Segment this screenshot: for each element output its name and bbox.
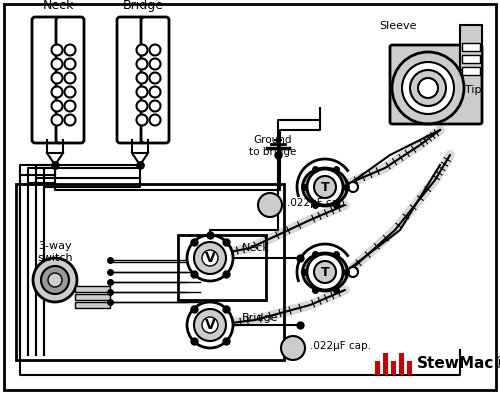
Circle shape (48, 273, 62, 287)
Circle shape (64, 100, 76, 112)
Text: T: T (320, 180, 330, 193)
Circle shape (136, 100, 147, 112)
Circle shape (52, 115, 62, 126)
Circle shape (314, 176, 336, 198)
Circle shape (187, 235, 233, 281)
Bar (178, 235, 266, 300)
Bar (75, 302, 110, 308)
Circle shape (307, 169, 343, 205)
Circle shape (41, 266, 69, 294)
Circle shape (52, 100, 62, 112)
Circle shape (194, 242, 226, 274)
Circle shape (194, 309, 226, 341)
Text: .022μF cap.: .022μF cap. (310, 341, 371, 351)
Circle shape (136, 58, 147, 69)
Circle shape (64, 87, 76, 97)
Text: V: V (204, 251, 216, 265)
FancyBboxPatch shape (32, 17, 60, 143)
Text: V: V (204, 318, 216, 332)
Text: StewMac®: StewMac® (417, 357, 500, 372)
Circle shape (52, 87, 62, 97)
Circle shape (52, 58, 62, 69)
Bar (16, 184, 284, 360)
Circle shape (136, 45, 147, 56)
Circle shape (258, 193, 282, 217)
Bar (399, 353, 404, 375)
Circle shape (64, 45, 76, 56)
Circle shape (52, 72, 62, 84)
Text: T: T (320, 266, 330, 279)
Circle shape (64, 58, 76, 69)
Circle shape (348, 267, 358, 277)
Circle shape (314, 261, 336, 283)
Text: Bridge: Bridge (242, 313, 279, 323)
Circle shape (64, 72, 76, 84)
Circle shape (348, 182, 358, 192)
Bar (375, 361, 380, 375)
Circle shape (281, 336, 305, 360)
Text: Bridge: Bridge (122, 0, 164, 12)
Ellipse shape (302, 253, 348, 291)
Bar (391, 361, 396, 375)
Text: Tip: Tip (465, 85, 481, 95)
Bar (462, 67, 480, 75)
Text: .022μF cap.: .022μF cap. (287, 198, 348, 208)
Circle shape (150, 100, 160, 112)
Circle shape (52, 45, 62, 56)
Ellipse shape (302, 168, 348, 206)
Circle shape (33, 258, 77, 302)
Circle shape (136, 115, 147, 126)
Circle shape (202, 250, 218, 266)
Circle shape (307, 254, 343, 290)
Circle shape (410, 70, 446, 106)
Bar (75, 294, 110, 300)
Bar (462, 43, 480, 51)
Circle shape (136, 87, 147, 97)
Text: Ground
to bridge: Ground to bridge (250, 135, 296, 156)
Circle shape (150, 87, 160, 97)
Circle shape (136, 72, 147, 84)
Circle shape (187, 302, 233, 348)
Circle shape (150, 58, 160, 69)
Bar (383, 353, 388, 375)
Circle shape (150, 45, 160, 56)
Text: Neck: Neck (42, 0, 74, 12)
Text: Sleeve: Sleeve (380, 21, 417, 31)
Bar (407, 361, 412, 375)
Bar (75, 286, 110, 292)
Circle shape (202, 317, 218, 333)
FancyBboxPatch shape (117, 17, 145, 143)
Circle shape (418, 78, 438, 98)
Circle shape (64, 115, 76, 126)
Circle shape (150, 115, 160, 126)
Bar (462, 55, 480, 63)
Text: Neck: Neck (242, 243, 270, 253)
Circle shape (150, 72, 160, 84)
Text: 3-way
switch: 3-way switch (37, 241, 73, 263)
Circle shape (402, 62, 454, 114)
FancyBboxPatch shape (56, 17, 84, 143)
FancyBboxPatch shape (390, 45, 482, 124)
Bar (460, 25, 482, 70)
FancyBboxPatch shape (141, 17, 169, 143)
